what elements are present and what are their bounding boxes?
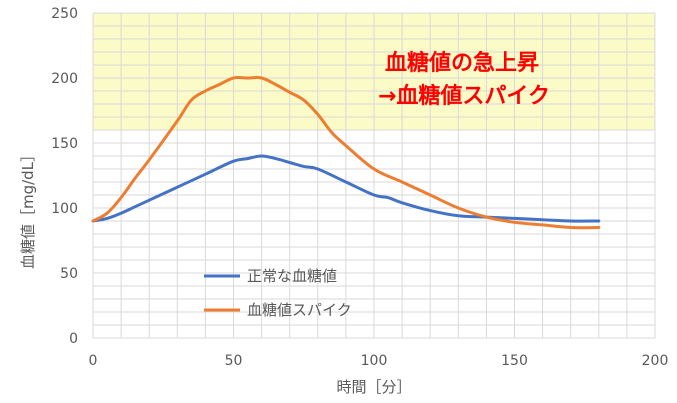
legend-label-spike: 血糖値スパイク [247, 301, 352, 319]
x-tick-label: 100 [361, 353, 388, 369]
legend: 正常な血糖値 血糖値スパイク [204, 267, 352, 319]
horizontal-gridlines [93, 12, 655, 339]
y-tick-label: 200 [51, 71, 78, 87]
x-axis-ticks: 0 50 100 150 200 [89, 353, 669, 369]
x-tick-label: 0 [89, 353, 98, 369]
y-tick-label: 100 [51, 201, 78, 217]
annotation-line-1: 血糖値の急上昇 [385, 50, 539, 76]
series-lines [91, 75, 601, 230]
x-tick-label: 200 [642, 353, 669, 369]
x-tick-label: 150 [501, 353, 528, 369]
y-tick-label: 150 [51, 136, 78, 152]
x-axis-title: 時間［分］ [336, 378, 411, 396]
series-line-1 [91, 75, 601, 230]
vertical-gridlines [92, 13, 656, 338]
x-tick-label: 50 [225, 353, 243, 369]
legend-label-normal: 正常な血糖値 [247, 267, 337, 285]
y-tick-label: 250 [51, 6, 78, 22]
annotation-line-2: →血糖値スパイク [378, 83, 550, 109]
y-axis-title: 血糖値［mg/dL］ [19, 147, 37, 269]
y-axis-ticks: 0 50 100 150 200 250 [51, 6, 78, 347]
y-tick-label: 50 [60, 266, 78, 282]
y-tick-label: 0 [69, 331, 78, 347]
